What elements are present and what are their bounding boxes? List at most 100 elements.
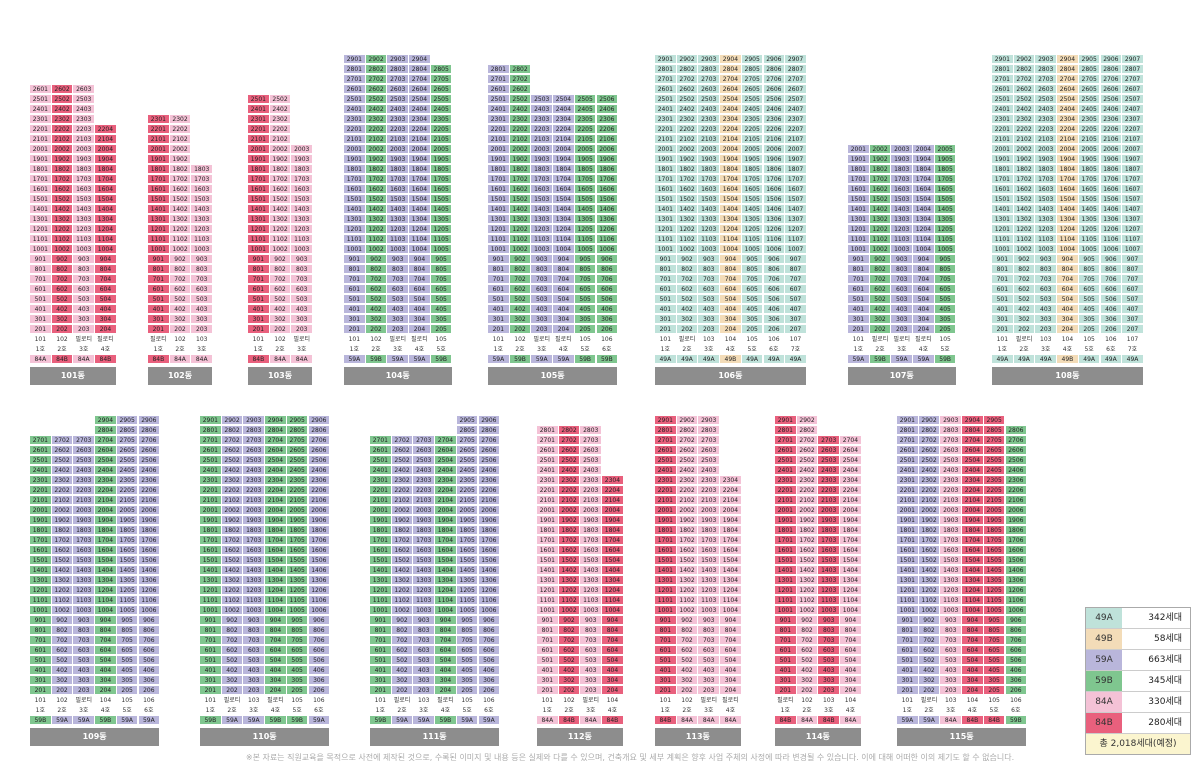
unit-type-label: 84B [962, 716, 984, 725]
unit-cell: 1801 [992, 165, 1014, 174]
unit-cell: 1804 [553, 165, 575, 174]
unit-cell: 1301 [148, 215, 170, 224]
unit-cell: 503 [531, 295, 554, 304]
unit-cell: 2004 [1057, 145, 1079, 154]
unit-cell: 2902 [221, 416, 244, 425]
unit-cell: 2403 [698, 466, 721, 475]
unit-cell: 1204 [840, 586, 862, 595]
building-name-label: 104동 [344, 367, 452, 385]
unit-cell: 602 [869, 285, 892, 294]
unit-cell: 1206 [1005, 586, 1028, 595]
unit-cell: 402 [269, 305, 292, 314]
unit-cell: 901 [655, 616, 677, 625]
unit-cell: 1304 [265, 576, 287, 585]
unit-cell: 1504 [913, 195, 935, 204]
unit-cell: 2701 [488, 75, 510, 84]
unit-cell: 307 [1122, 315, 1144, 324]
unit-cell: 1704 [962, 536, 984, 545]
unit-type-label: 59A [413, 716, 436, 725]
unit-cell: 1203 [413, 586, 436, 595]
unit-cell: 2503 [1035, 95, 1058, 104]
unit-cell: 2701 [992, 75, 1014, 84]
unit-cell: 2807 [785, 65, 807, 74]
unit-cell: 505 [430, 295, 453, 304]
unit-cell: 2806 [763, 65, 786, 74]
unit-cell: 1807 [1122, 165, 1144, 174]
unit-cell: 1001 [248, 245, 270, 254]
unit-cell: 103 [818, 696, 841, 705]
unit-cell: 1504 [553, 195, 575, 204]
unit-cell: 1507 [1122, 195, 1144, 204]
unit-cell: 1901 [655, 155, 677, 164]
unit-cell: 2405 [1078, 105, 1101, 114]
unit-cell: 2605 [1078, 85, 1101, 94]
unit-cell: 1504 [840, 556, 862, 565]
unit-cell: 1805 [286, 526, 309, 535]
unit-cell: 2005 [983, 506, 1006, 515]
unit-cell: 202 [558, 686, 581, 695]
unit-cell: 1005 [430, 245, 453, 254]
unit-cell: 401 [655, 666, 677, 675]
unit-cell: 1201 [370, 586, 392, 595]
unit-cell: 402 [509, 305, 532, 314]
unit-cell: 1001 [655, 606, 677, 615]
unit-cell: 901 [655, 255, 677, 264]
unit-cell: 803 [191, 265, 214, 274]
unit-cell: 2203 [698, 486, 721, 495]
unit-cell: 2802 [1013, 65, 1036, 74]
unit-cell: 801 [655, 265, 677, 274]
unit-cell: 1002 [918, 606, 941, 615]
unit-cell: 2407 [785, 105, 807, 114]
unit-cell: 1703 [891, 175, 914, 184]
unit-cell: 1605 [934, 185, 957, 194]
unit-cell: 1303 [940, 576, 963, 585]
unit-cell: 1304 [840, 576, 862, 585]
unit-cell: 605 [983, 646, 1006, 655]
unit-cell: 301 [897, 676, 919, 685]
unit-cell: 2606 [1005, 446, 1028, 455]
line-number-label: 2호 [391, 706, 414, 715]
unit-cell: 602 [796, 646, 819, 655]
unit-cell: 601 [848, 285, 870, 294]
unit-cell: 705 [1078, 275, 1101, 284]
unit-cell: 2702 [796, 436, 819, 445]
unit-type-label: 59A [913, 355, 935, 364]
unit-cell: 2004 [913, 145, 935, 154]
line-number-label: 1호 [248, 345, 270, 354]
unit-cell: 403 [243, 666, 266, 675]
unit-cell: 1004 [840, 606, 862, 615]
unit-cell: 101 [370, 696, 392, 705]
unit-cell: 1306 [478, 576, 501, 585]
unit-cell: 1201 [248, 225, 270, 234]
unit-cell: 105 [286, 696, 309, 705]
unit-cell: 2902 [676, 416, 699, 425]
unit-cell: 506 [478, 656, 501, 665]
unit-cell: 705 [934, 275, 957, 284]
unit-cell: 1505 [116, 556, 139, 565]
unit-cell: 1503 [940, 556, 963, 565]
unit-cell: 2602 [1013, 85, 1036, 94]
unit-cell: 2805 [1078, 65, 1101, 74]
unit-cell: 1206 [308, 586, 331, 595]
unit-cell: 1704 [409, 175, 431, 184]
unit-cell: 304 [602, 676, 624, 685]
unit-cell: 1804 [913, 165, 935, 174]
unit-cell: 1303 [191, 215, 214, 224]
unit-cell: 704 [962, 636, 984, 645]
unit-cell: 2102 [918, 496, 941, 505]
unit-cell: 2005 [1078, 145, 1101, 154]
unit-cell: 1304 [409, 215, 431, 224]
unit-cell: 2005 [456, 506, 479, 515]
unit-cell: 101 [200, 696, 222, 705]
unit-cell: 2602 [391, 446, 414, 455]
unit-cell: 203 [191, 325, 214, 334]
unit-cell: 2103 [73, 135, 96, 144]
unit-cell: 404 [95, 305, 117, 314]
unit-cell: 102 [269, 335, 292, 344]
unit-cell: 2804 [720, 65, 742, 74]
unit-cell: 2603 [73, 85, 96, 94]
pilotis-cell: 필로티 [435, 696, 457, 705]
unit-cell: 2104 [409, 135, 431, 144]
unit-cell: 2503 [531, 95, 554, 104]
unit-cell: 2501 [655, 95, 677, 104]
